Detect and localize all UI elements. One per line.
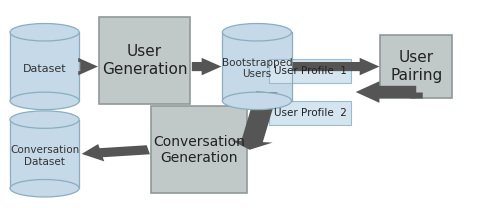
Ellipse shape [222,92,291,110]
Text: Conversation
Dataset: Conversation Dataset [10,145,79,167]
Ellipse shape [10,24,79,41]
Text: User
Pairing: User Pairing [390,50,442,83]
Text: Conversation
Generation: Conversation Generation [153,135,245,165]
Text: User Profile  1: User Profile 1 [274,66,346,76]
Ellipse shape [10,111,79,128]
Polygon shape [232,92,278,150]
Text: User
Generation: User Generation [102,44,187,77]
Bar [269,101,351,125]
Text: User Profile  2: User Profile 2 [274,108,346,118]
Polygon shape [356,81,416,103]
Bar [380,35,452,98]
Text: Dataset: Dataset [23,64,66,74]
Bar [10,32,79,101]
Ellipse shape [10,92,79,110]
Bar [99,17,190,104]
Polygon shape [78,58,98,75]
Bar [10,120,79,188]
Ellipse shape [10,180,79,197]
Polygon shape [192,58,221,75]
Text: Bootstrapped
Users: Bootstrapped Users [222,58,292,79]
Polygon shape [82,144,150,161]
Bar [151,106,247,193]
Bar [269,59,351,83]
Polygon shape [292,58,379,75]
Bar [222,32,291,101]
Ellipse shape [222,24,291,41]
